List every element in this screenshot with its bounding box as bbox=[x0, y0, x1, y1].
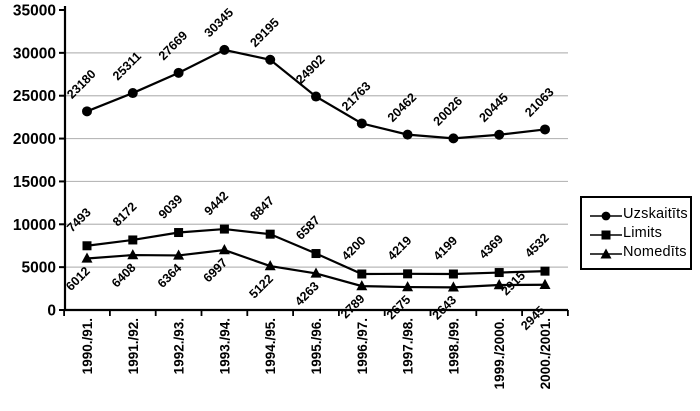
y-tick-label: 0 bbox=[47, 303, 56, 320]
svg-text:9442: 9442 bbox=[202, 189, 232, 219]
legend-label-uzskaitits: Uzskaitīts bbox=[623, 206, 688, 222]
y-tick-label: 5000 bbox=[22, 260, 56, 277]
svg-text:4200: 4200 bbox=[339, 234, 369, 264]
y-tick-label: 10000 bbox=[13, 217, 56, 234]
svg-text:20026: 20026 bbox=[431, 94, 466, 129]
x-category-label: 1999./2000. bbox=[492, 318, 507, 389]
x-category-label: 1996./97. bbox=[355, 318, 370, 374]
svg-text:4199: 4199 bbox=[431, 234, 461, 264]
legend-item-uzskaitits: Uzskaitīts bbox=[589, 205, 688, 224]
series-markers-1 bbox=[82, 224, 550, 279]
triangle-marker-icon bbox=[589, 247, 623, 259]
x-category-label: 1997./98. bbox=[401, 318, 416, 374]
svg-text:9039: 9039 bbox=[156, 192, 186, 222]
legend-item-nomedits: Nomedīts bbox=[589, 243, 687, 262]
svg-text:4369: 4369 bbox=[476, 232, 506, 262]
square-marker-icon bbox=[589, 228, 623, 240]
svg-text:21063: 21063 bbox=[522, 85, 557, 120]
legend-label-limits: Limits bbox=[623, 225, 663, 241]
svg-text:29195: 29195 bbox=[247, 15, 282, 50]
svg-text:21763: 21763 bbox=[339, 79, 374, 114]
x-category-label: 1993./94. bbox=[217, 318, 232, 374]
svg-text:6587: 6587 bbox=[293, 213, 323, 243]
y-tick-label: 15000 bbox=[13, 174, 56, 191]
svg-text:6997: 6997 bbox=[201, 256, 231, 286]
svg-text:2789: 2789 bbox=[338, 292, 368, 322]
y-tick-label: 25000 bbox=[13, 88, 56, 105]
x-category-label: 1991./92. bbox=[126, 318, 141, 374]
y-tick-label: 20000 bbox=[13, 131, 56, 148]
circle-marker-icon bbox=[589, 209, 623, 221]
svg-text:24902: 24902 bbox=[293, 52, 328, 87]
legend: Uzskaitīts Limits Nomedīts bbox=[580, 196, 692, 270]
svg-text:4532: 4532 bbox=[522, 231, 552, 261]
svg-text:4263: 4263 bbox=[292, 279, 322, 309]
svg-text:25311: 25311 bbox=[110, 49, 144, 83]
legend-label-nomedits: Nomedīts bbox=[623, 244, 687, 260]
series-markers-0 bbox=[82, 44, 550, 144]
svg-text:6408: 6408 bbox=[109, 261, 139, 291]
x-category-label: 1990./91. bbox=[80, 318, 95, 374]
svg-text:8847: 8847 bbox=[247, 194, 277, 224]
legend-item-limits: Limits bbox=[589, 224, 684, 243]
x-category-label: 2000./2001. bbox=[538, 318, 553, 389]
svg-text:5122: 5122 bbox=[246, 272, 276, 302]
x-category-label: 1998./99. bbox=[446, 318, 461, 374]
x-category-label: 1995./96. bbox=[309, 318, 324, 374]
x-category-label: 1994./95. bbox=[263, 318, 278, 374]
series-markers-2 bbox=[81, 244, 551, 292]
svg-text:27669: 27669 bbox=[156, 28, 191, 63]
svg-text:2675: 2675 bbox=[384, 293, 414, 323]
svg-text:6012: 6012 bbox=[63, 264, 93, 294]
y-tick-label: 35000 bbox=[13, 3, 56, 20]
svg-text:7493: 7493 bbox=[64, 205, 94, 235]
svg-text:4219: 4219 bbox=[385, 233, 415, 263]
x-category-label: 1992./93. bbox=[172, 318, 187, 374]
y-tick-label: 30000 bbox=[13, 45, 56, 62]
svg-text:6364: 6364 bbox=[155, 261, 185, 291]
svg-text:30345: 30345 bbox=[202, 6, 237, 41]
